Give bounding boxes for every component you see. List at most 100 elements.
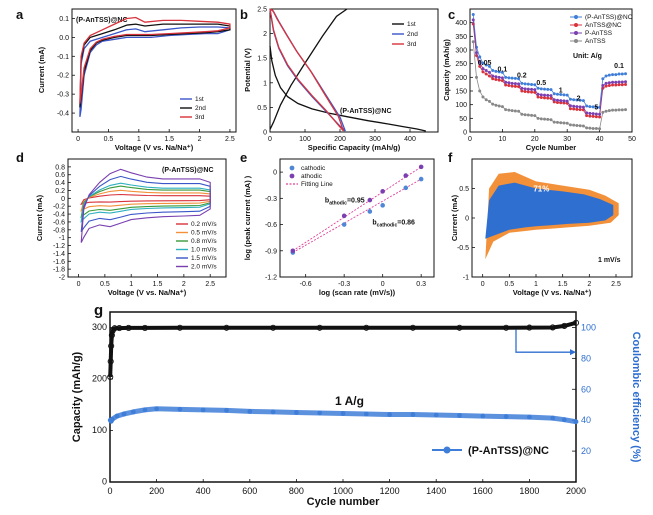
series-group-d bbox=[80, 168, 211, 243]
y-tick-label: -0.8 bbox=[53, 227, 65, 234]
capacitive-percentage: 71% bbox=[533, 184, 549, 193]
axes-f: 0 0.5 1 1.5 2 2.5 0.5 0 -0.5 -1 bbox=[457, 186, 621, 288]
rate-point bbox=[510, 81, 514, 85]
rate-point bbox=[555, 92, 559, 96]
legend-marker bbox=[574, 23, 578, 27]
y-tick-label: -2 bbox=[59, 275, 65, 282]
rate-label: 0.1 bbox=[498, 66, 508, 73]
x-axis-label-d: Voltage (V vs. Na/Na⁺) bbox=[108, 288, 187, 297]
rate-point bbox=[520, 81, 524, 85]
y2-axis-label-g: Coulombic efficiency (%) bbox=[630, 332, 642, 463]
x-tick-label: 600 bbox=[242, 486, 257, 496]
x-tick-label: 2000 bbox=[566, 486, 586, 496]
x-tick-label: 2 bbox=[198, 136, 202, 143]
panel-label-c: c bbox=[448, 7, 455, 22]
panel-e: e -0.6 -0.3 0 0.3 0 -0.3 -0.6 -0.9 -1.2 cathodic… bbox=[240, 150, 435, 297]
capacity-point bbox=[177, 406, 183, 412]
x-tick-label: 50 bbox=[628, 136, 636, 143]
log-point bbox=[403, 173, 409, 178]
x-tick-label: 1200 bbox=[380, 486, 400, 496]
efficiency-point bbox=[316, 324, 323, 331]
x-tick-label: 0.5 bbox=[100, 281, 110, 288]
gcd-curve-2 bbox=[269, 8, 348, 130]
rate-point bbox=[484, 69, 488, 72]
rate-point bbox=[481, 70, 485, 74]
axis-arrow bbox=[515, 329, 570, 353]
slope-value: =0.95 bbox=[347, 198, 365, 205]
efficiency-point bbox=[111, 325, 118, 332]
rate-point bbox=[572, 104, 576, 108]
rate-point bbox=[607, 109, 611, 113]
rate-point bbox=[523, 113, 527, 117]
rate-point bbox=[598, 112, 602, 116]
legend-marker bbox=[574, 31, 578, 35]
x-tick-label: 2 bbox=[587, 281, 591, 288]
series-group-e bbox=[290, 164, 424, 255]
y-tick-label: 300 bbox=[92, 322, 107, 332]
y-tick-label: 200 bbox=[92, 373, 107, 383]
rate-point bbox=[471, 18, 475, 22]
efficiency-point bbox=[270, 324, 277, 331]
rate-point bbox=[617, 83, 621, 87]
rate-point bbox=[578, 124, 582, 128]
efficiency-point bbox=[549, 324, 556, 331]
x-tick-label: 1.5 bbox=[153, 281, 163, 288]
rate-point bbox=[504, 80, 508, 84]
rate-point bbox=[504, 75, 508, 79]
y-tick-label: -1.2 bbox=[53, 243, 65, 250]
y-tick-label: 300 bbox=[455, 48, 467, 55]
rate-point bbox=[578, 105, 582, 109]
x-axis-label-b: Specific Capacity (mAh/g) bbox=[308, 143, 401, 152]
rate-point bbox=[487, 64, 491, 68]
rate-point bbox=[536, 116, 540, 120]
y-tick-label: -0.3 bbox=[57, 92, 69, 99]
rate-point bbox=[513, 84, 517, 88]
y-tick-label: 1 bbox=[263, 80, 267, 87]
slope-symbol: b bbox=[325, 198, 329, 205]
legend-entry: 2nd bbox=[195, 105, 206, 112]
rate-point bbox=[517, 77, 521, 81]
y-tick-label: -0.6 bbox=[53, 219, 65, 226]
axis-arrow-head bbox=[570, 349, 576, 356]
rate-point bbox=[552, 98, 556, 102]
rate-point bbox=[478, 89, 482, 93]
rate-point bbox=[591, 114, 595, 118]
x-tick-label: 1 bbox=[534, 281, 538, 288]
x-axis-label-e: log (scan rate (mV/s)) bbox=[319, 288, 396, 297]
log-point bbox=[367, 209, 373, 214]
y-tick-label: 2.5 bbox=[257, 7, 267, 14]
rate-point bbox=[530, 82, 534, 86]
plot-frame-a bbox=[71, 8, 237, 133]
x-axis-label-g: Cycle number bbox=[307, 496, 380, 508]
legend-marker bbox=[574, 15, 578, 19]
rate-point bbox=[474, 75, 478, 79]
rate-point bbox=[549, 88, 553, 92]
panel-c: c Unit: A/g 0 10 20 30 40 50 0 50 100 150 200 250 30… bbox=[442, 7, 636, 152]
y-tick-label: 0 bbox=[61, 196, 65, 203]
capacity-point bbox=[480, 413, 486, 419]
rate-point bbox=[500, 79, 504, 83]
y-tick-label: 0.5 bbox=[459, 186, 469, 193]
plot-frame-b bbox=[269, 8, 439, 133]
rate-point bbox=[617, 80, 621, 84]
rate-point bbox=[533, 114, 537, 118]
capacity-point bbox=[363, 411, 369, 417]
rate-point bbox=[624, 72, 628, 76]
log-point bbox=[380, 203, 385, 208]
rate-point bbox=[546, 96, 550, 100]
axes-e: -0.6 -0.3 0 0.3 0 -0.3 -0.6 -0.9 -1.2 bbox=[265, 170, 426, 288]
rate-point bbox=[539, 93, 543, 97]
capacity-point bbox=[387, 412, 392, 417]
rate-point bbox=[523, 90, 527, 94]
slope-value: =0.86 bbox=[397, 220, 415, 227]
rate-label: 2 bbox=[577, 96, 581, 103]
x-tick-label: 1.5 bbox=[164, 136, 174, 143]
rate-label: 0.5 bbox=[536, 80, 546, 87]
x-tick-label: 0 bbox=[381, 281, 385, 288]
y2-tick-label: 20 bbox=[581, 446, 591, 456]
rate-point bbox=[526, 90, 530, 94]
capacity-point bbox=[247, 409, 253, 414]
y2-tick-label: 80 bbox=[581, 353, 591, 363]
rate-point bbox=[491, 69, 495, 72]
